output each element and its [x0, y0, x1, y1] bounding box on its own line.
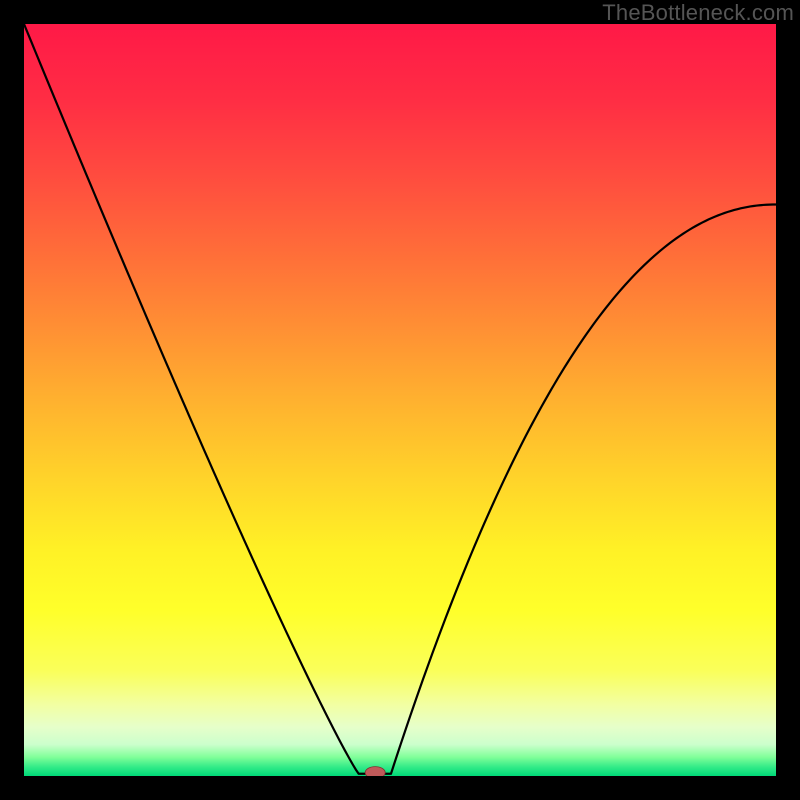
- optimal-point-marker: [365, 767, 385, 776]
- plot-area: [24, 24, 776, 776]
- watermark-text: TheBottleneck.com: [602, 0, 794, 26]
- chart-root: TheBottleneck.com: [0, 0, 800, 800]
- plot-background: [24, 24, 776, 776]
